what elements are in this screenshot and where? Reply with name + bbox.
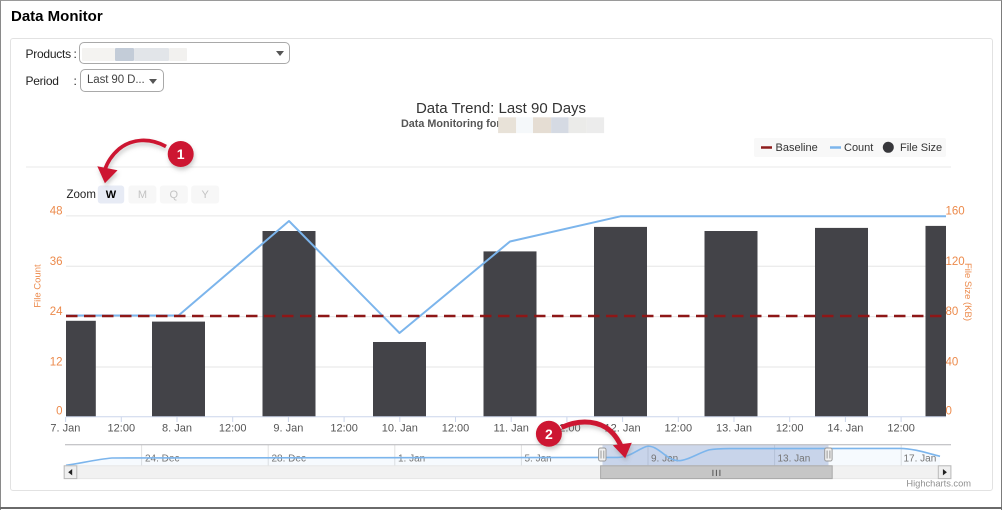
svg-text:Baseline: Baseline bbox=[776, 142, 818, 154]
svg-text:Data Trend: Last 90 Days: Data Trend: Last 90 Days bbox=[416, 100, 586, 117]
svg-text:12: 12 bbox=[50, 357, 63, 369]
svg-text:Zoom: Zoom bbox=[67, 189, 96, 201]
svg-text:1. Jan: 1. Jan bbox=[398, 454, 425, 465]
svg-text:8. Jan: 8. Jan bbox=[162, 423, 192, 435]
svg-text:120: 120 bbox=[946, 256, 965, 268]
svg-text:24: 24 bbox=[50, 306, 63, 318]
svg-text:36: 36 bbox=[50, 256, 63, 268]
svg-text:14. Jan: 14. Jan bbox=[827, 423, 863, 435]
svg-text:9. Jan: 9. Jan bbox=[651, 454, 678, 465]
svg-text:10. Jan: 10. Jan bbox=[382, 423, 418, 435]
svg-text:Count: Count bbox=[844, 142, 873, 154]
svg-text:0: 0 bbox=[946, 406, 952, 418]
svg-text:12:00: 12:00 bbox=[887, 423, 915, 435]
svg-text:Y: Y bbox=[202, 189, 210, 201]
svg-text:13. Jan: 13. Jan bbox=[778, 454, 811, 465]
svg-text:Highcharts.com: Highcharts.com bbox=[906, 479, 971, 489]
svg-text:12:00: 12:00 bbox=[442, 423, 470, 435]
svg-text:7. Jan: 7. Jan bbox=[50, 423, 80, 435]
svg-text:12:00: 12:00 bbox=[330, 423, 358, 435]
svg-text:28. Dec: 28. Dec bbox=[272, 454, 306, 465]
svg-text:5. Jan: 5. Jan bbox=[525, 454, 552, 465]
svg-text:0: 0 bbox=[56, 406, 62, 418]
svg-text:File Size (KB): File Size (KB) bbox=[962, 263, 973, 321]
svg-text:2: 2 bbox=[545, 426, 553, 442]
svg-text:12:00: 12:00 bbox=[219, 423, 247, 435]
svg-text:80: 80 bbox=[946, 306, 959, 318]
svg-text:40: 40 bbox=[946, 357, 959, 369]
svg-text:9. Jan: 9. Jan bbox=[273, 423, 303, 435]
svg-text:12:00: 12:00 bbox=[776, 423, 804, 435]
svg-text:W: W bbox=[106, 189, 117, 201]
svg-text:24. Dec: 24. Dec bbox=[145, 454, 179, 465]
svg-text:1: 1 bbox=[177, 146, 185, 162]
svg-text:Data Monitoring for: Data Monitoring for bbox=[401, 118, 501, 130]
svg-text:Q: Q bbox=[170, 189, 179, 201]
svg-text:File Size: File Size bbox=[900, 142, 942, 154]
svg-text:160: 160 bbox=[946, 205, 965, 217]
svg-text:48: 48 bbox=[50, 205, 63, 217]
svg-text:File Count: File Count bbox=[33, 264, 44, 308]
svg-text:M: M bbox=[138, 189, 147, 201]
svg-text:13. Jan: 13. Jan bbox=[716, 423, 752, 435]
svg-text:17. Jan: 17. Jan bbox=[904, 454, 937, 465]
svg-text:12:00: 12:00 bbox=[108, 423, 136, 435]
svg-text:12:00: 12:00 bbox=[665, 423, 693, 435]
svg-text:11. Jan: 11. Jan bbox=[494, 423, 529, 435]
